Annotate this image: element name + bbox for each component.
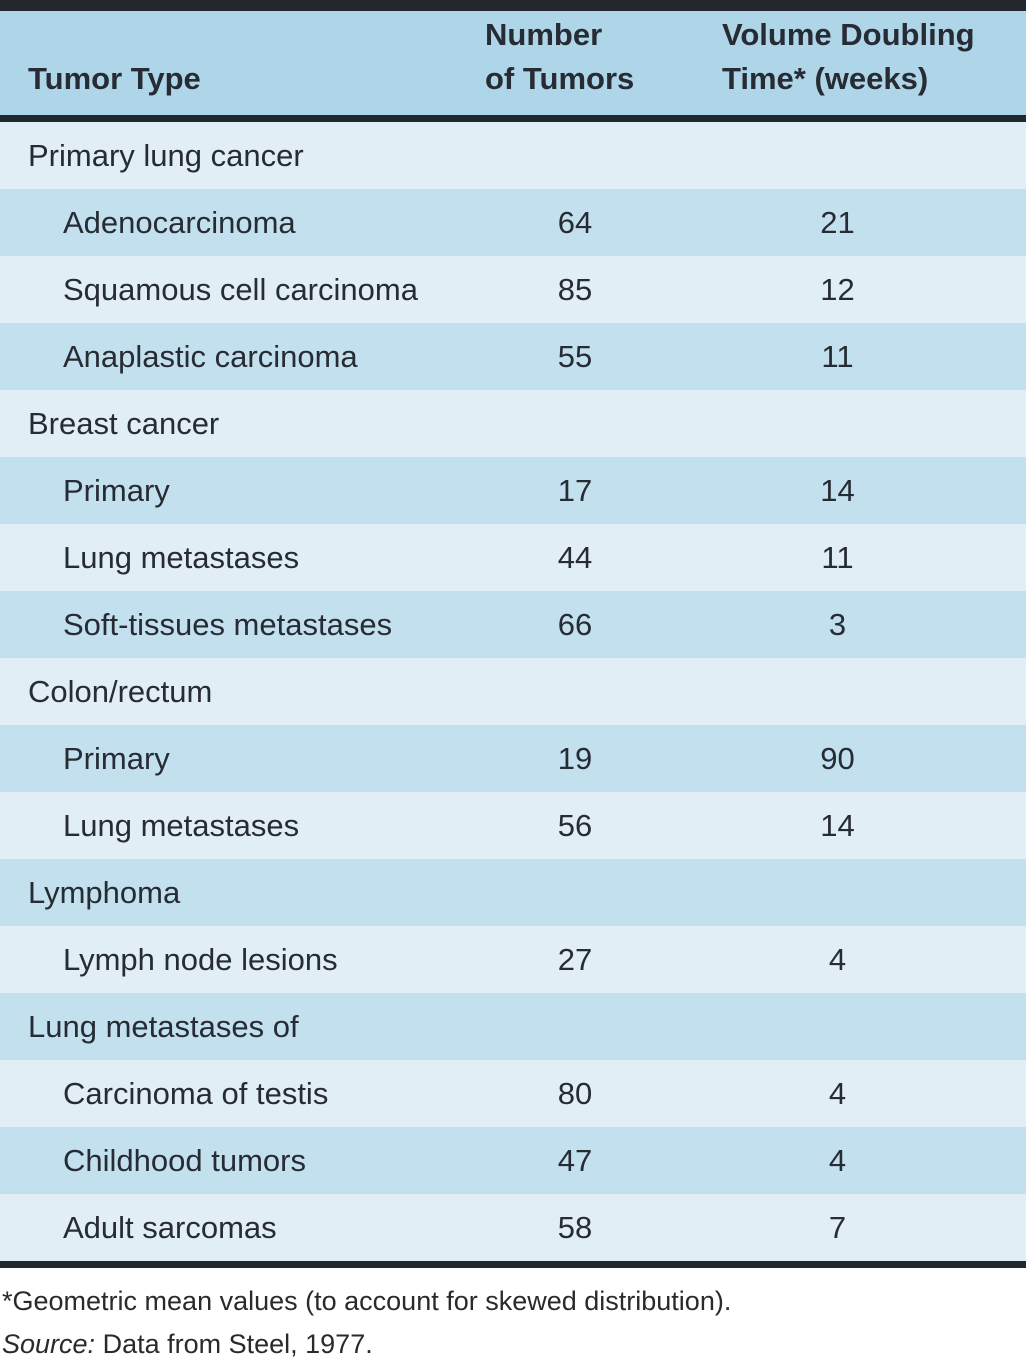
- doubling-time-cell: 90: [820, 740, 855, 776]
- source-footnote: Source: Data from Steel, 1977.: [2, 1329, 1026, 1359]
- header-number-of-tumors: Number of Tumors: [485, 11, 665, 115]
- table-row: Primary 19 90: [0, 725, 1026, 792]
- header-number-line2: of Tumors: [485, 61, 635, 96]
- doubling-time-cell: 14: [820, 472, 855, 508]
- group-label: Primary lung cancer: [28, 137, 304, 173]
- doubling-time-cell: 7: [828, 1209, 847, 1245]
- tumor-doubling-time-table: Tumor Type Number of Tumors Volume Doubl…: [0, 0, 1026, 1268]
- table-row: Lung metastases 56 14: [0, 792, 1026, 859]
- table-row: Soft-tissues metastases 66 3: [0, 591, 1026, 658]
- row-label: Soft-tissues metastases: [63, 606, 393, 642]
- num-tumors-cell: 58: [557, 1209, 593, 1245]
- doubling-time-cell: 4: [828, 1075, 847, 1111]
- group-label: Lung metastases of: [28, 1008, 299, 1044]
- row-label: Carcinoma of testis: [63, 1075, 329, 1111]
- num-tumors-cell: 47: [557, 1142, 593, 1178]
- source-label: Source:: [2, 1329, 96, 1359]
- doubling-time-cell: 11: [821, 539, 854, 575]
- table-top-rule: [0, 0, 1026, 11]
- table-row: Lymph node lesions 27 4: [0, 926, 1026, 993]
- footnotes: *Geometric mean values (to account for s…: [0, 1268, 1026, 1359]
- geometric-mean-footnote: *Geometric mean values (to account for s…: [2, 1286, 732, 1316]
- doubling-time-cell: 14: [820, 807, 855, 843]
- num-tumors-cell: 19: [557, 740, 593, 776]
- row-label: Anaplastic carcinoma: [63, 338, 358, 374]
- group-header-row: Breast cancer: [0, 390, 1026, 457]
- row-label: Primary: [63, 472, 170, 508]
- doubling-time-cell: 3: [828, 606, 847, 642]
- group-header-row: Colon/rectum: [0, 658, 1026, 725]
- table-row: Carcinoma of testis 80 4: [0, 1060, 1026, 1127]
- row-label: Lung metastases: [63, 539, 300, 575]
- num-tumors-cell: 85: [557, 271, 593, 307]
- source-text: Data from Steel, 1977.: [95, 1329, 373, 1359]
- table-row: Adenocarcinoma 64 21: [0, 189, 1026, 256]
- num-tumors-cell: 55: [557, 338, 593, 374]
- num-tumors-cell: 64: [557, 204, 593, 240]
- row-label: Adenocarcinoma: [63, 204, 296, 240]
- num-tumors-cell: 80: [557, 1075, 593, 1111]
- header-tumor-type: Tumor Type: [0, 11, 485, 115]
- num-tumors-cell: 27: [557, 941, 593, 977]
- group-header-row: Lymphoma: [0, 859, 1026, 926]
- row-label: Squamous cell carcinoma: [63, 271, 418, 307]
- group-label: Lymphoma: [28, 874, 181, 910]
- num-tumors-cell: 44: [557, 539, 593, 575]
- table-header-row: Tumor Type Number of Tumors Volume Doubl…: [0, 11, 1026, 115]
- group-header-row: Lung metastases of: [0, 993, 1026, 1060]
- num-tumors-cell: 66: [557, 606, 593, 642]
- doubling-time-cell: 4: [828, 1142, 847, 1178]
- table-bottom-rule: [0, 1261, 1026, 1268]
- table-row: Childhood tumors 47 4: [0, 1127, 1026, 1194]
- group-header-row: Primary lung cancer: [0, 122, 1026, 189]
- header-number-line1: Number: [485, 17, 603, 52]
- row-label: Lymph node lesions: [63, 941, 338, 977]
- header-vdt-line1: Volume Doubling: [722, 17, 975, 52]
- num-tumors-cell: 17: [557, 472, 593, 508]
- row-label: Lung metastases: [63, 807, 300, 843]
- row-label: Childhood tumors: [63, 1142, 306, 1178]
- table-body: Primary lung cancer Adenocarcinoma 64 21…: [0, 122, 1026, 1261]
- doubling-time-cell: 11: [821, 338, 854, 374]
- header-tumor-type-label: Tumor Type: [28, 61, 201, 96]
- row-label: Primary: [63, 740, 170, 776]
- num-tumors-cell: 56: [557, 807, 593, 843]
- group-label: Colon/rectum: [28, 673, 213, 709]
- table-row: Anaplastic carcinoma 55 11: [0, 323, 1026, 390]
- row-label: Adult sarcomas: [63, 1209, 277, 1245]
- doubling-time-cell: 12: [820, 271, 855, 307]
- group-label: Breast cancer: [28, 405, 220, 441]
- doubling-time-cell: 21: [820, 204, 855, 240]
- header-vdt-line2: Time* (weeks): [722, 61, 929, 96]
- table-row: Adult sarcomas 58 7: [0, 1194, 1026, 1261]
- table-row: Squamous cell carcinoma 85 12: [0, 256, 1026, 323]
- header-divider-rule: [0, 115, 1026, 122]
- header-volume-doubling-time: Volume Doubling Time* (weeks): [665, 11, 1026, 115]
- table-row: Lung metastases 44 11: [0, 524, 1026, 591]
- doubling-time-cell: 4: [828, 941, 847, 977]
- table-row: Primary 17 14: [0, 457, 1026, 524]
